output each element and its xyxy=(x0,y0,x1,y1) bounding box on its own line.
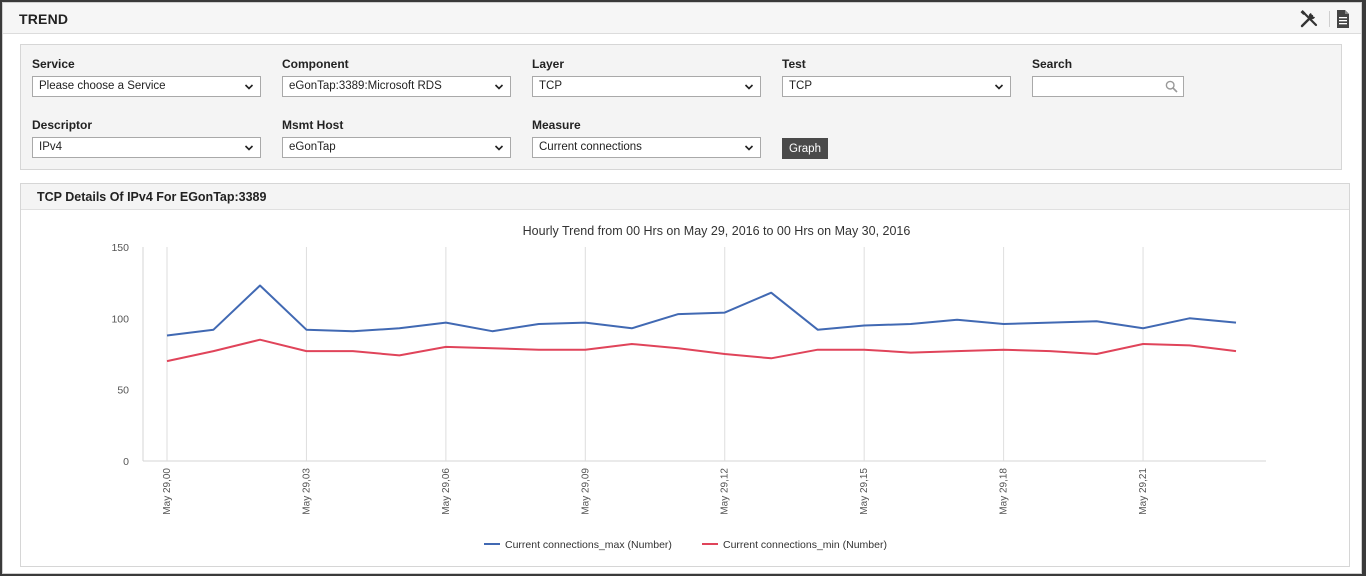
chevron-down-icon xyxy=(994,84,1004,90)
legend-label-max: Current connections_max (Number) xyxy=(505,539,672,551)
descriptor-select[interactable]: IPv4 xyxy=(32,137,261,158)
component-label: Component xyxy=(282,57,349,71)
series-line-min xyxy=(166,338,1237,363)
search-label: Search xyxy=(1032,57,1073,71)
y-tick-label: 0 xyxy=(123,456,129,468)
component-value: eGonTap:3389:Microsoft RDS xyxy=(289,80,442,92)
document-icon[interactable] xyxy=(1335,9,1355,29)
chevron-down-icon xyxy=(744,145,754,151)
measure-label: Measure xyxy=(532,118,581,132)
trend-chart: Hourly Trend from 00 Hrs on May 29, 2016… xyxy=(111,224,1266,551)
component-select[interactable]: eGonTap:3389:Microsoft RDS xyxy=(282,76,511,97)
chart-title: Hourly Trend from 00 Hrs on May 29, 2016… xyxy=(523,224,911,238)
msmt-host-value: eGonTap xyxy=(289,141,336,153)
chevron-down-icon xyxy=(744,84,754,90)
x-tick-label: May 29,00 xyxy=(162,468,173,515)
wrench-screwdriver-icon[interactable] xyxy=(1299,9,1319,29)
window-title: TREND xyxy=(19,11,69,27)
service-label: Service xyxy=(32,57,75,71)
test-label: Test xyxy=(782,57,806,71)
msmt-host-label: Msmt Host xyxy=(282,118,344,132)
test-select[interactable]: TCP xyxy=(782,76,1011,97)
chevron-down-icon xyxy=(494,84,504,90)
service-select[interactable]: Please choose a Service xyxy=(32,76,261,97)
layer-value: TCP xyxy=(539,80,562,92)
legend-label-min: Current connections_min (Number) xyxy=(723,539,887,551)
msmt-host-select[interactable]: eGonTap xyxy=(282,137,511,158)
x-tick-label: May 29,09 xyxy=(580,468,591,515)
test-value: TCP xyxy=(789,80,812,92)
y-tick-label: 100 xyxy=(111,313,129,325)
layer-label: Layer xyxy=(532,57,565,71)
x-tick-label: May 29,03 xyxy=(301,468,312,515)
x-tick-label: May 29,15 xyxy=(859,468,870,515)
service-value: Please choose a Service xyxy=(39,80,166,92)
x-tick-label: May 29,06 xyxy=(441,468,452,515)
x-tick-label: May 29,21 xyxy=(1138,468,1149,515)
y-tick-label: 150 xyxy=(111,242,129,254)
measure-select[interactable]: Current connections xyxy=(532,137,761,158)
chart-panel-header: TCP Details Of IPv4 For EGonTap:3389 xyxy=(21,184,1349,210)
chart-panel-title: TCP Details Of IPv4 For EGonTap:3389 xyxy=(37,190,267,204)
graph-button[interactable]: Graph xyxy=(782,138,828,159)
layer-select[interactable]: TCP xyxy=(532,76,761,97)
measure-value: Current connections xyxy=(539,141,642,153)
y-tick-label: 50 xyxy=(117,385,129,397)
search-icon[interactable] xyxy=(1165,80,1178,93)
filter-panel: Service Please choose a Service Componen… xyxy=(20,44,1342,170)
x-tick-label: May 29,18 xyxy=(999,468,1010,515)
x-tick-label: May 29,12 xyxy=(720,468,731,515)
title-bar: TREND xyxy=(3,3,1361,34)
toolbar-divider xyxy=(1329,11,1330,27)
series-line-max xyxy=(166,284,1237,337)
chevron-down-icon xyxy=(494,145,504,151)
chevron-down-icon xyxy=(244,84,254,90)
search-box xyxy=(1032,76,1184,97)
chart-panel: TCP Details Of IPv4 For EGonTap:3389 Hou… xyxy=(20,183,1350,567)
descriptor-value: IPv4 xyxy=(39,141,63,153)
chevron-down-icon xyxy=(244,145,254,151)
search-input[interactable] xyxy=(1033,77,1153,96)
descriptor-label: Descriptor xyxy=(32,118,93,132)
